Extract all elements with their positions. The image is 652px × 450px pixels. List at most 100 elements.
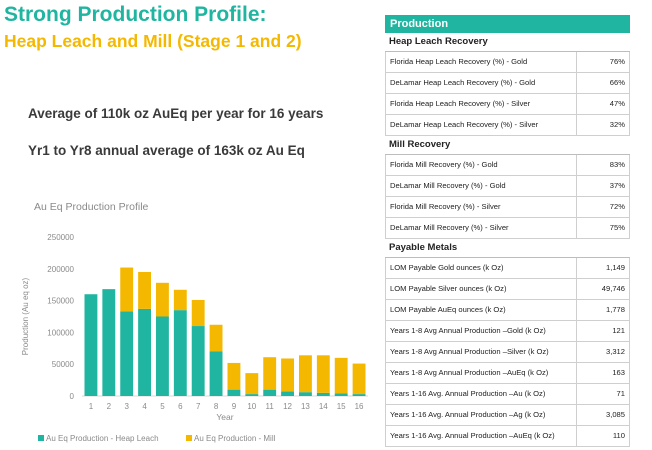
bar-mill [263,357,277,390]
bar-heap-leach [227,389,241,396]
table-row-label: LOM Payable AuEq ounces (k Oz) [385,300,577,320]
x-tick-label: 8 [214,402,219,411]
table-row-label: Years 1-16 Avg. Annual Production –Au (k… [385,384,577,404]
bar-heap-leach [84,294,98,396]
bar-mill [352,363,366,395]
yr1-yr8-stat-text: Yr1 to Yr8 annual average of 163k oz Au … [28,143,305,158]
bar-mill [156,282,169,317]
y-tick-label: 150000 [47,297,74,306]
table-row: Years 1-8 Avg Annual Production –Silver … [385,342,630,363]
table-row-label: Florida Heap Leach Recovery (%) - Silver [385,94,577,114]
table-row-value: 121 [577,321,630,341]
bar-heap-leach [334,393,348,396]
bar-mill [120,267,134,312]
table-row-value: 3,085 [577,405,630,425]
bar-mill [209,324,223,352]
table-row-value: 76% [577,52,630,72]
bar-heap-leach [156,316,169,396]
table-row: LOM Payable AuEq ounces (k Oz) 1,778 [385,300,630,321]
x-tick-label: 10 [247,402,256,411]
x-tick-label: 16 [355,402,364,411]
table-row-value: 1,778 [577,300,630,320]
x-tick-label: 1 [89,402,94,411]
x-tick-label: 4 [142,402,147,411]
production-table: Production Heap Leach Recovery Florida Hea… [385,15,630,447]
table-row: LOM Payable Silver ounces (k Oz) 49,746 [385,279,630,300]
table-row-label: DeLamar Heap Leach Recovery (%) - Silver [385,115,577,135]
bar-heap-leach [191,326,205,396]
table-row-label: DeLamar Heap Leach Recovery (%) - Gold [385,73,577,93]
table-row-label: DeLamar Mill Recovery (%) - Silver [385,218,577,238]
x-tick-label: 5 [160,402,165,411]
table-row-label: Years 1-16 Avg. Annual Production –Ag (k… [385,405,577,425]
x-tick-label: 14 [319,402,328,411]
table-row-label: Years 1-8 Avg Annual Production –Gold (k… [385,321,577,341]
bar-mill [334,357,348,394]
bar-heap-leach [138,308,151,396]
table-section-title: Payable Metals [385,239,630,258]
bar-heap-leach [263,389,277,396]
x-tick-label: 2 [107,402,112,411]
table-row: DeLamar Mill Recovery (%) - Gold 37% [385,176,630,197]
x-tick-label: 7 [196,402,201,411]
bar-heap-leach [245,394,259,396]
bar-mill [173,289,187,311]
x-tick-label: 11 [266,402,275,411]
table-row-label: LOM Payable Silver ounces (k Oz) [385,279,577,299]
bar-mill [138,271,151,309]
table-row-label: LOM Payable Gold ounces (k Oz) [385,258,577,278]
table-row: LOM Payable Gold ounces (k Oz) 1,149 [385,258,630,279]
table-row-value: 110 [577,426,630,446]
chart-title: Au Eq Production Profile [34,201,149,213]
table-row-value: 83% [577,155,630,175]
bar-mill [281,358,294,392]
bar-mill [299,355,312,393]
bar-mill [316,355,330,393]
table-row-value: 32% [577,115,630,135]
table-row: Florida Heap Leach Recovery (%) - Gold 76… [385,52,630,73]
table-row-value: 37% [577,176,630,196]
table-row: Years 1-16 Avg. Annual Production –Au (k… [385,384,630,405]
legend-label: Au Eq Production - Heap Leach [46,434,159,443]
legend-swatch [38,435,44,441]
production-chart: Au Eq Production Profile 0 50000 100000 1500… [21,201,368,443]
x-tick-label: 6 [178,402,183,411]
table-row-value: 3,312 [577,342,630,362]
bar-heap-leach [316,392,330,396]
average-stat-text: Average of 110k oz AuEq per year for 16 … [28,106,324,121]
bar-heap-leach [281,391,294,396]
table-row: Florida Mill Recovery (%) - Gold 83% [385,155,630,176]
y-axis-label: Production (Au eq oz) [21,277,30,355]
legend-swatch [186,435,192,441]
legend-label: Au Eq Production - Mill [194,434,276,443]
table-row: DeLamar Heap Leach Recovery (%) - Gold 66… [385,73,630,94]
y-tick-label: 50000 [52,360,75,369]
y-tick-label: 200000 [47,265,74,274]
table-row: Years 1-8 Avg Annual Production –Gold (k… [385,321,630,342]
table-row-label: Years 1-8 Avg Annual Production –Silver … [385,342,577,362]
table-row-label: DeLamar Mill Recovery (%) - Gold [385,176,577,196]
slide-title-line1: Strong Production Profile: [4,3,267,26]
bar-heap-leach [209,351,223,396]
table-row-value: 75% [577,218,630,238]
x-tick-label: 9 [232,402,237,411]
bar-mill [191,299,205,327]
table-section-title: Heap Leach Recovery [385,33,630,52]
bar-mill [245,373,259,395]
table-row-value: 163 [577,363,630,383]
x-tick-label: 15 [337,402,346,411]
table-row-label: Years 1-8 Avg Annual Production –AuEq (k… [385,363,577,383]
x-tick-label: 3 [124,402,129,411]
x-axis-label: Year [216,412,233,422]
table-row: DeLamar Mill Recovery (%) - Silver 75% [385,218,630,239]
bar-heap-leach [173,310,187,396]
table-row: Years 1-16 Avg. Annual Production –Ag (k… [385,405,630,426]
y-tick-label: 250000 [47,233,74,242]
table-row: Years 1-8 Avg Annual Production –AuEq (k… [385,363,630,384]
bar-heap-leach [102,289,116,396]
table-row-value: 49,746 [577,279,630,299]
table-row-label: Years 1-16 Avg. Annual Production –AuEq … [385,426,577,446]
table-section-title: Mill Recovery [385,136,630,155]
y-tick-label: 100000 [47,328,74,337]
table-row-value: 66% [577,73,630,93]
